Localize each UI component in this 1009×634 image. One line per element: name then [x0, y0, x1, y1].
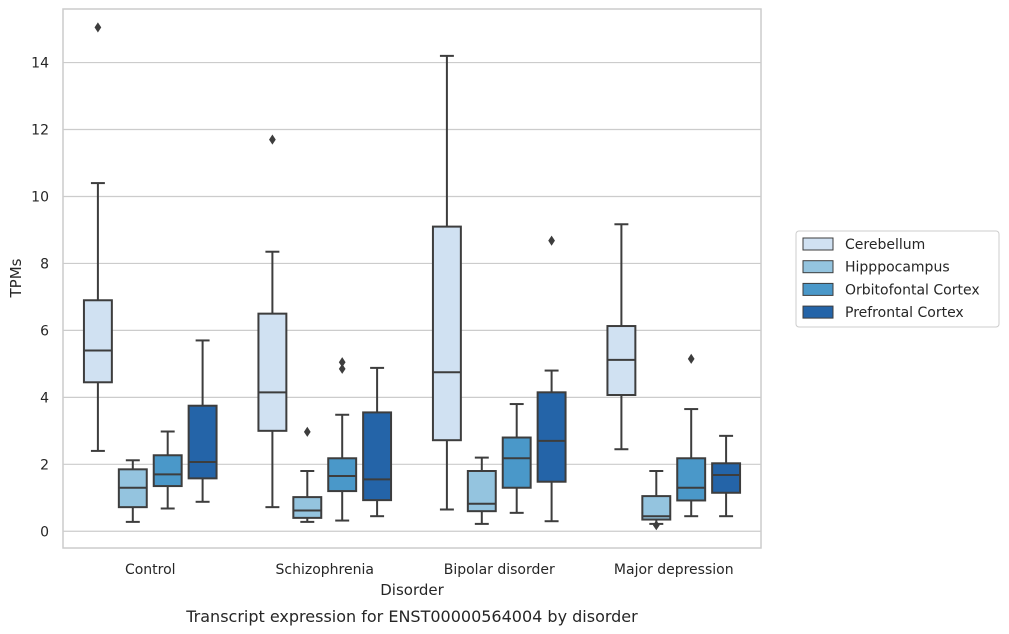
outlier-point: [548, 235, 555, 246]
box-cerebellum: [606, 223, 637, 451]
box-orbitofontal-cortex: [152, 430, 183, 510]
legend-label: Cerebellum: [845, 237, 925, 253]
x-axis-title: Disorder: [380, 581, 444, 599]
box-cerebellum: [257, 134, 288, 509]
y-tick-label: 4: [40, 390, 49, 406]
legend-label: Orbitofontal Cortex: [845, 282, 980, 298]
box-hipppocampus: [117, 459, 148, 523]
y-tick-label: 2: [40, 457, 49, 473]
legend-swatch: [802, 305, 834, 319]
y-tick-label: 6: [40, 323, 49, 339]
box-cerebellum: [431, 54, 462, 511]
outlier-point: [338, 357, 346, 368]
outlier-point: [652, 520, 660, 531]
outlier-point: [94, 22, 102, 33]
box-prefrontal-cortex: [536, 235, 567, 523]
outlier-point: [687, 353, 695, 364]
iqr-box: [466, 470, 497, 513]
outlier-point: [269, 134, 276, 145]
y-tick-label: 14: [31, 56, 49, 72]
y-tick-label: 12: [31, 123, 49, 139]
box-prefrontal-cortex: [187, 339, 218, 503]
outlier-point: [303, 426, 311, 437]
box-hipppocampus: [641, 470, 672, 531]
legend-swatch: [802, 237, 834, 251]
box-hipppocampus: [292, 426, 323, 523]
y-tick-label: 10: [31, 189, 49, 205]
outlier-point: [338, 363, 346, 374]
iqr-box: [641, 495, 672, 521]
iqr-box: [152, 454, 183, 488]
iqr-box: [292, 496, 323, 519]
iqr-box: [82, 299, 113, 384]
legend-label: Prefrontal Cortex: [845, 305, 964, 321]
chart-caption: Transcript expression for ENST0000056400…: [185, 607, 638, 626]
iqr-box: [676, 457, 707, 502]
legend-swatch: [802, 282, 834, 296]
iqr-box: [362, 411, 393, 502]
box-orbitofontal-cortex: [327, 357, 358, 522]
legend-swatch: [802, 260, 834, 274]
iqr-box: [711, 462, 742, 494]
plot-area: [82, 22, 742, 531]
box-orbitofontal-cortex: [501, 403, 532, 514]
plot-frame: [62, 8, 762, 549]
iqr-box: [536, 391, 567, 483]
x-tick-label: Major depression: [614, 562, 734, 578]
y-tick-label: 0: [40, 524, 49, 540]
x-tick-labels: Control Schizophrenia Bipolar disorder Majo…: [125, 562, 734, 578]
box-cerebellum: [82, 22, 113, 452]
box-orbitofontal-cortex: [676, 353, 707, 518]
x-tick-label: Schizophrenia: [276, 562, 374, 578]
iqr-box: [187, 404, 218, 480]
box-hipppocampus: [466, 456, 497, 525]
iqr-box: [257, 312, 288, 432]
y-tick-label: 8: [40, 256, 49, 272]
y-tick-labels: 0 2 4 6 8 10 12 14: [31, 56, 49, 541]
x-tick-label: Bipolar disorder: [444, 562, 555, 578]
x-tick-label: Control: [125, 562, 176, 578]
legend-frame: [795, 230, 1000, 328]
iqr-box: [327, 457, 358, 493]
iqr-box: [431, 225, 462, 442]
box-prefrontal-cortex: [362, 366, 393, 518]
y-axis-title: TPMs: [7, 258, 25, 298]
legend-label: Hipppocampus: [845, 260, 950, 276]
legend: Cerebellum Hipppocampus Orbitofontal Corte…: [795, 230, 1000, 328]
box-prefrontal-cortex: [711, 434, 742, 518]
iqr-box: [501, 436, 532, 489]
